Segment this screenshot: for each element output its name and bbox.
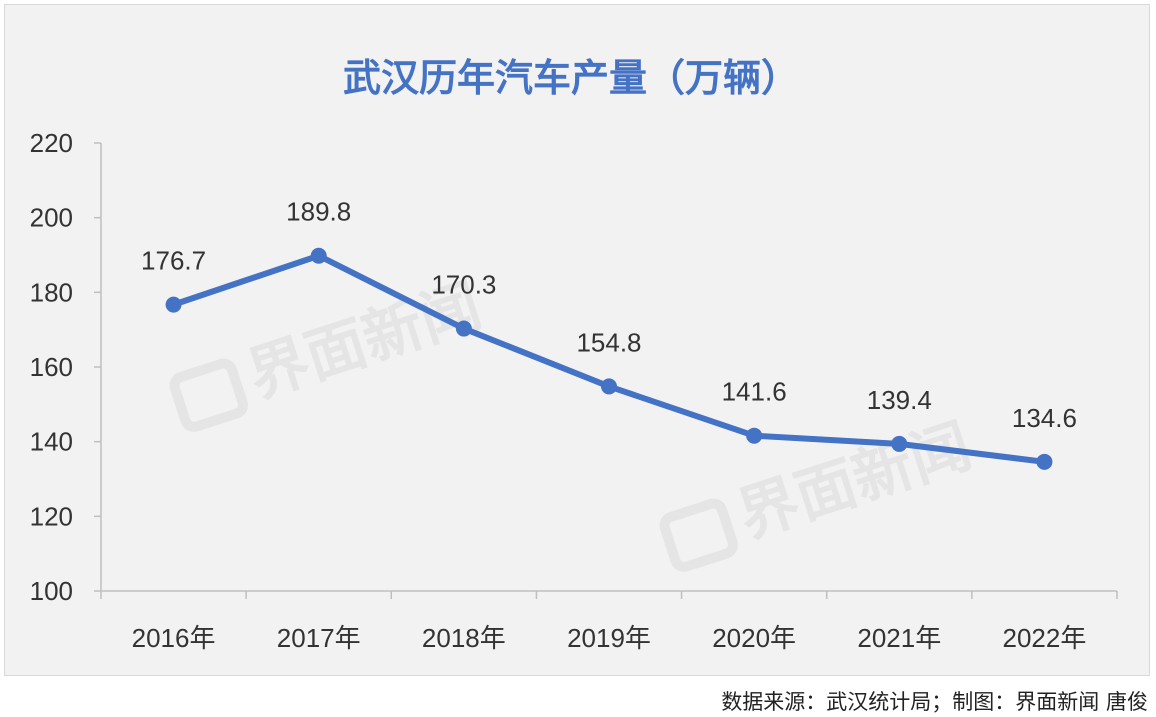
data-point (1036, 453, 1053, 470)
x-tick-label: 2020年 (712, 623, 796, 653)
line-chart: 武汉历年汽车产量（万辆） 100 120 140 160 180 200 220 2016年 2… (30, 56, 1118, 653)
x-tick-label: 2018年 (422, 623, 506, 653)
data-label: 141.6 (722, 377, 787, 407)
data-label: 134.6 (1012, 403, 1077, 433)
x-tick-label: 2019年 (567, 623, 651, 653)
y-tick-label: 100 (30, 576, 73, 606)
data-label: 170.3 (431, 270, 496, 300)
source-note: 数据来源：武汉统计局；制图：界面新闻 唐俊 (721, 690, 1148, 714)
chart-panel: 界面新闻 界面新闻 武汉历年汽车产量（万辆） 100 120 140 160 180 20… (4, 4, 1150, 676)
x-tick-label: 2022年 (1003, 623, 1087, 653)
data-label: 189.8 (286, 197, 351, 227)
data-point (891, 435, 908, 452)
x-tick-label: 2017年 (277, 623, 361, 653)
y-tick-label: 160 (30, 352, 73, 382)
data-point (455, 320, 472, 337)
y-tick-label: 220 (30, 128, 73, 158)
data-label: 139.4 (867, 385, 932, 415)
data-point (165, 296, 182, 313)
data-point (746, 427, 763, 444)
y-tick-label: 200 (30, 203, 73, 233)
x-tick-label: 2016年 (132, 623, 216, 653)
data-point (601, 378, 617, 395)
chart-title: 武汉历年汽车产量（万辆） (343, 56, 799, 100)
data-label: 176.7 (141, 246, 206, 276)
data-label: 154.8 (576, 327, 641, 357)
series-line (170, 252, 1048, 465)
y-tick-label: 120 (30, 501, 73, 531)
y-tick-label: 140 (30, 427, 73, 457)
x-tick-label: 2021年 (857, 623, 941, 653)
data-point (310, 247, 327, 264)
y-tick-label: 180 (30, 277, 73, 307)
